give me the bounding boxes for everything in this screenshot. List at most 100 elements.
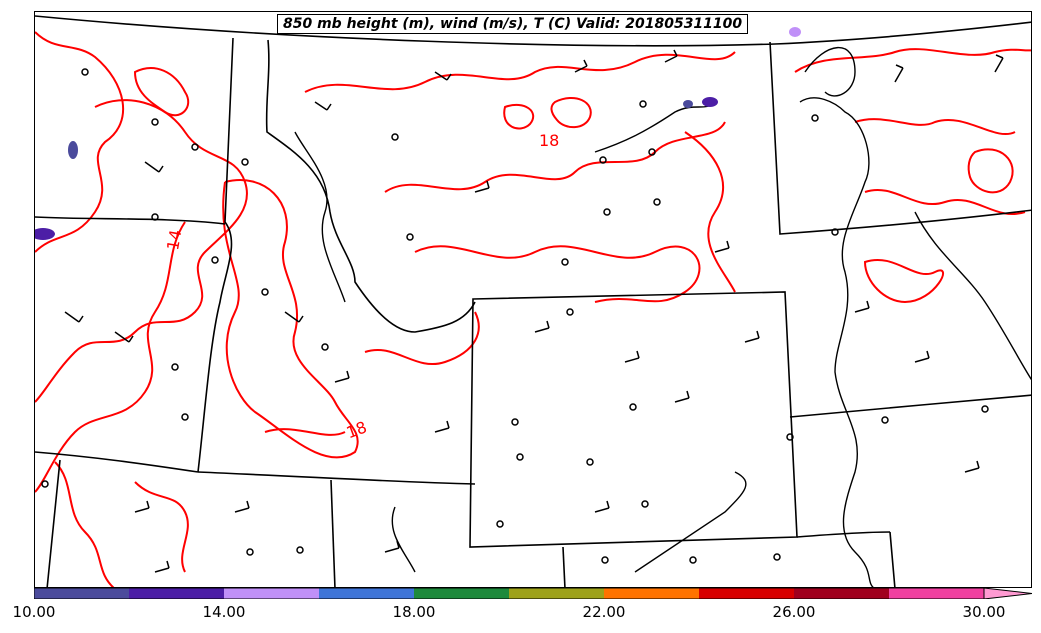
wind-barb xyxy=(144,161,164,173)
station-marker xyxy=(246,548,254,556)
wind-barb xyxy=(744,330,760,343)
colorbar-swatch xyxy=(319,588,414,599)
river-line xyxy=(294,131,346,303)
colorbar-swatch xyxy=(889,588,984,599)
colorbar-swatch xyxy=(794,588,889,599)
colorbar-swatch xyxy=(129,588,224,599)
river-line xyxy=(391,506,416,573)
wind-barb xyxy=(474,180,490,193)
precip-patch xyxy=(789,27,801,37)
station-marker xyxy=(566,308,574,316)
map-title: 850 mb height (m), wind (m/s), T (C) Val… xyxy=(277,14,749,34)
colorbar-tick-label: 10.00 xyxy=(12,603,56,621)
wind-barb xyxy=(574,59,588,73)
station-marker xyxy=(586,458,594,466)
temp-contour xyxy=(364,311,480,365)
temp-contour xyxy=(133,67,190,117)
station-marker xyxy=(321,343,329,351)
colorbar-tick-label: 26.00 xyxy=(772,603,816,621)
river-line xyxy=(594,101,716,153)
colorbar-tick-label: 22.00 xyxy=(582,603,626,621)
precip-patch xyxy=(683,100,693,108)
wind-barb xyxy=(284,311,304,323)
station-marker xyxy=(296,546,304,554)
rivers xyxy=(294,46,1031,587)
border-line xyxy=(197,37,234,473)
temp-contour xyxy=(414,245,701,303)
station-marker xyxy=(981,405,989,413)
wind-barb xyxy=(964,460,980,473)
wind-barb xyxy=(384,540,400,553)
colorbar-tick-label: 14.00 xyxy=(202,603,246,621)
temp-contour xyxy=(264,428,346,436)
border-line xyxy=(562,546,566,587)
wind-barb xyxy=(894,64,904,83)
colorbar-swatch xyxy=(509,588,604,599)
station-marker xyxy=(653,198,661,206)
colorbar-swatch xyxy=(34,588,129,599)
temp-contour xyxy=(864,189,1026,215)
station-marker xyxy=(511,418,519,426)
wind-barb xyxy=(314,101,332,111)
station-marker xyxy=(629,403,637,411)
river-line xyxy=(634,471,747,573)
temp-contour xyxy=(503,104,535,130)
river-line xyxy=(914,211,1031,381)
colorbar-swatch xyxy=(699,588,794,599)
colorbar-swatch xyxy=(604,588,699,599)
temp-contour xyxy=(134,481,189,573)
map-canvas: 18 14 18 xyxy=(35,15,1031,587)
temp-contour xyxy=(550,97,592,129)
border-line xyxy=(796,531,891,538)
border-line xyxy=(769,41,1031,235)
station-marker xyxy=(406,233,414,241)
wind-barb xyxy=(434,71,452,81)
wind-barb xyxy=(624,350,640,363)
station-marker xyxy=(171,363,179,371)
station-marker xyxy=(151,213,159,221)
station-marker xyxy=(773,553,781,561)
station-marker xyxy=(391,133,399,141)
station-marker xyxy=(81,68,89,76)
station-marker xyxy=(241,158,249,166)
temp-contour xyxy=(967,148,1014,194)
station-markers xyxy=(41,68,989,564)
wind-barb xyxy=(674,390,690,403)
border-line xyxy=(469,291,798,548)
temperature-contours xyxy=(35,31,1031,587)
colorbar-tick-label: 30.00 xyxy=(962,603,1006,621)
wind-barb xyxy=(114,331,134,343)
colorbar-swatch xyxy=(224,588,319,599)
border-line xyxy=(35,451,199,473)
temp-contour xyxy=(35,99,248,403)
temp-contour xyxy=(854,118,1016,135)
border-line xyxy=(789,394,1031,418)
wind-barb xyxy=(334,370,350,383)
station-marker xyxy=(561,258,569,266)
wind-barb xyxy=(434,420,450,433)
temp-contour xyxy=(384,121,726,193)
station-marker xyxy=(41,480,49,488)
station-marker xyxy=(261,288,269,296)
colorbar-swatch xyxy=(414,588,509,599)
border-line xyxy=(330,479,336,587)
temp-contour xyxy=(35,31,124,253)
colorbar-tick-label: 18.00 xyxy=(392,603,436,621)
border-line xyxy=(46,459,61,587)
precip-patches xyxy=(35,27,801,240)
station-marker xyxy=(151,118,159,126)
map-panel: 18 14 18 xyxy=(34,11,1032,588)
state-boundaries xyxy=(35,15,1031,587)
station-marker xyxy=(831,228,839,236)
wind-barb xyxy=(594,500,610,513)
station-marker xyxy=(811,114,819,122)
wind-barb xyxy=(534,320,550,333)
precip-patch xyxy=(35,228,55,240)
border-line xyxy=(889,531,896,587)
river-line xyxy=(804,46,856,97)
colorbar-swatches xyxy=(34,588,1032,599)
station-marker xyxy=(599,156,607,164)
wind-barb xyxy=(994,54,1004,73)
station-marker xyxy=(881,416,889,424)
wind-barb xyxy=(854,300,870,313)
